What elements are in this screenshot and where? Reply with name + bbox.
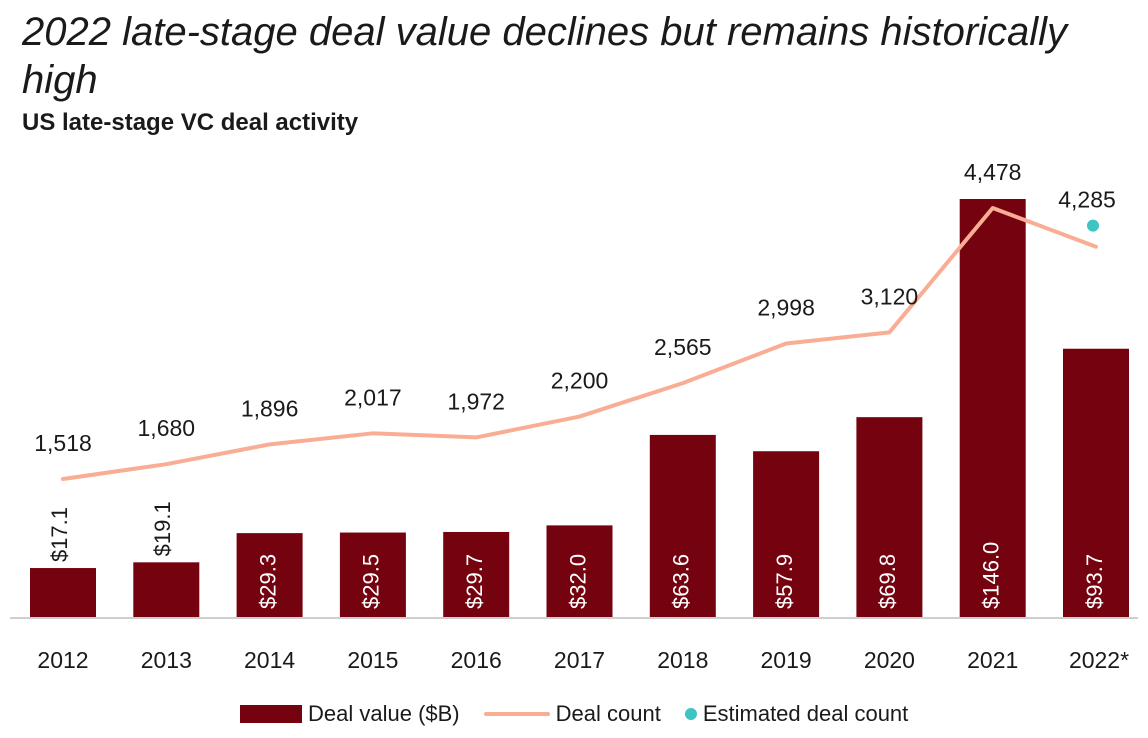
chart-subtitle: US late-stage VC deal activity (22, 109, 359, 136)
line-label-2016: 1,972 (447, 388, 505, 414)
legend-label-deal-value: Deal value ($B) (308, 701, 460, 726)
line-label-2013: 1,680 (138, 415, 196, 441)
bar-deal-value-2021 (959, 199, 1026, 617)
line-label-2012: 1,518 (34, 430, 92, 456)
legend-item-deal-count: Deal count (483, 701, 661, 727)
legend-label-estimated-deal-count: Estimated deal count (702, 701, 909, 726)
bar-deal-value-2012 (30, 568, 96, 617)
bar-label-2017: $32.0 (565, 554, 590, 609)
x-tick-label-2017: 2017 (554, 647, 605, 673)
line-label-2020: 3,120 (861, 283, 919, 309)
line-label-2021: 4,478 (964, 159, 1022, 185)
bar-deal-value-2014 (236, 533, 303, 617)
bar-label-2013: $19.1 (150, 501, 175, 556)
bar-deal-value-2015 (339, 532, 406, 617)
bar-deal-value-2016 (443, 531, 510, 617)
bar-label-2014: $29.3 (255, 554, 280, 609)
x-tick-label-2021: 2021 (967, 647, 1018, 673)
line-label-2015: 2,017 (344, 384, 402, 410)
x-tick-label-2015: 2015 (347, 647, 398, 673)
line-deal-count (61, 206, 1098, 481)
bar-label-2015: $29.5 (359, 554, 384, 609)
bar-deal-value-2013 (133, 562, 200, 617)
legend-item-deal-value: Deal value ($B) (240, 701, 460, 727)
x-tick-label-2012: 2012 (37, 647, 88, 673)
x-tick-label-2022*: 2022* (1069, 647, 1129, 673)
legend-swatch-deal-count (483, 712, 550, 716)
point-estimated-deal-count (1087, 219, 1099, 232)
legend-swatch-estimated-deal-count (684, 708, 697, 720)
bar-label-2019: $57.9 (772, 554, 797, 609)
line-label-2014: 1,896 (241, 395, 299, 421)
x-tick-label-2020: 2020 (864, 647, 915, 673)
line-label-2019: 2,998 (757, 295, 815, 321)
bar-deal-value-2018 (649, 434, 716, 617)
line-label-2018: 2,565 (654, 334, 712, 360)
bar-label-2020: $69.8 (875, 554, 900, 609)
bar-deal-value-2019 (753, 451, 820, 617)
bar-deal-value-2022* (1063, 348, 1129, 617)
bar-deal-value-2017 (546, 525, 613, 617)
bar-label-2016: $29.7 (462, 554, 487, 609)
bar-label-2022*: $93.7 (1082, 554, 1107, 609)
bar-deal-value-2020 (856, 417, 923, 617)
x-tick-label-2019: 2019 (761, 647, 812, 673)
legend-label-deal-count: Deal count (555, 701, 661, 726)
bar-label-2021: $146.0 (979, 542, 1004, 609)
bar-label-2018: $63.6 (669, 554, 694, 609)
legend: Deal value ($B) Deal count Estimated dea… (240, 698, 932, 730)
bar-label-2012: $17.1 (47, 507, 72, 562)
line-label-2017: 2,200 (551, 368, 609, 394)
x-tick-label-2018: 2018 (657, 647, 708, 673)
x-tick-label-2013: 2013 (141, 647, 192, 673)
label-estimated-deal-count: 4,285 (1058, 187, 1116, 213)
legend-swatch-deal-value (240, 705, 302, 723)
legend-item-estimated-deal-count: Estimated deal count (684, 701, 909, 727)
chart-title: 2022 late-stage deal value declines but … (22, 10, 1068, 102)
x-tick-label-2014: 2014 (244, 647, 295, 673)
x-tick-label-2016: 2016 (451, 647, 502, 673)
